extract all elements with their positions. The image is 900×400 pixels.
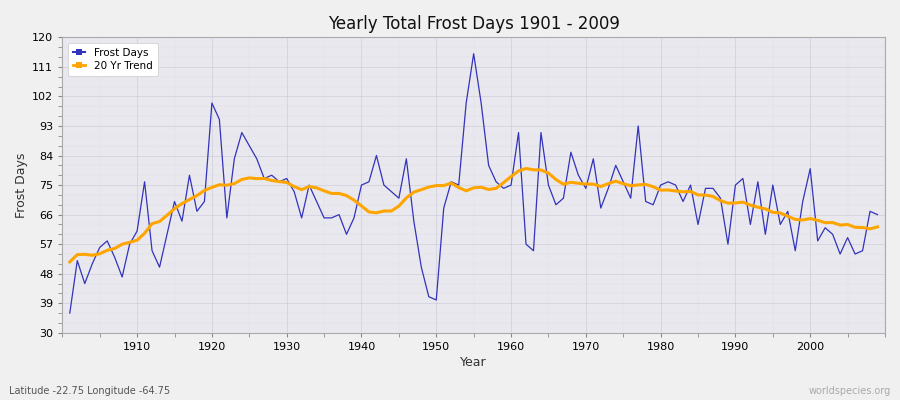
Legend: Frost Days, 20 Yr Trend: Frost Days, 20 Yr Trend: [68, 42, 158, 76]
Text: worldspecies.org: worldspecies.org: [809, 386, 891, 396]
Title: Yearly Total Frost Days 1901 - 2009: Yearly Total Frost Days 1901 - 2009: [328, 15, 619, 33]
Text: Latitude -22.75 Longitude -64.75: Latitude -22.75 Longitude -64.75: [9, 386, 170, 396]
X-axis label: Year: Year: [460, 356, 487, 369]
Y-axis label: Frost Days: Frost Days: [15, 152, 28, 218]
